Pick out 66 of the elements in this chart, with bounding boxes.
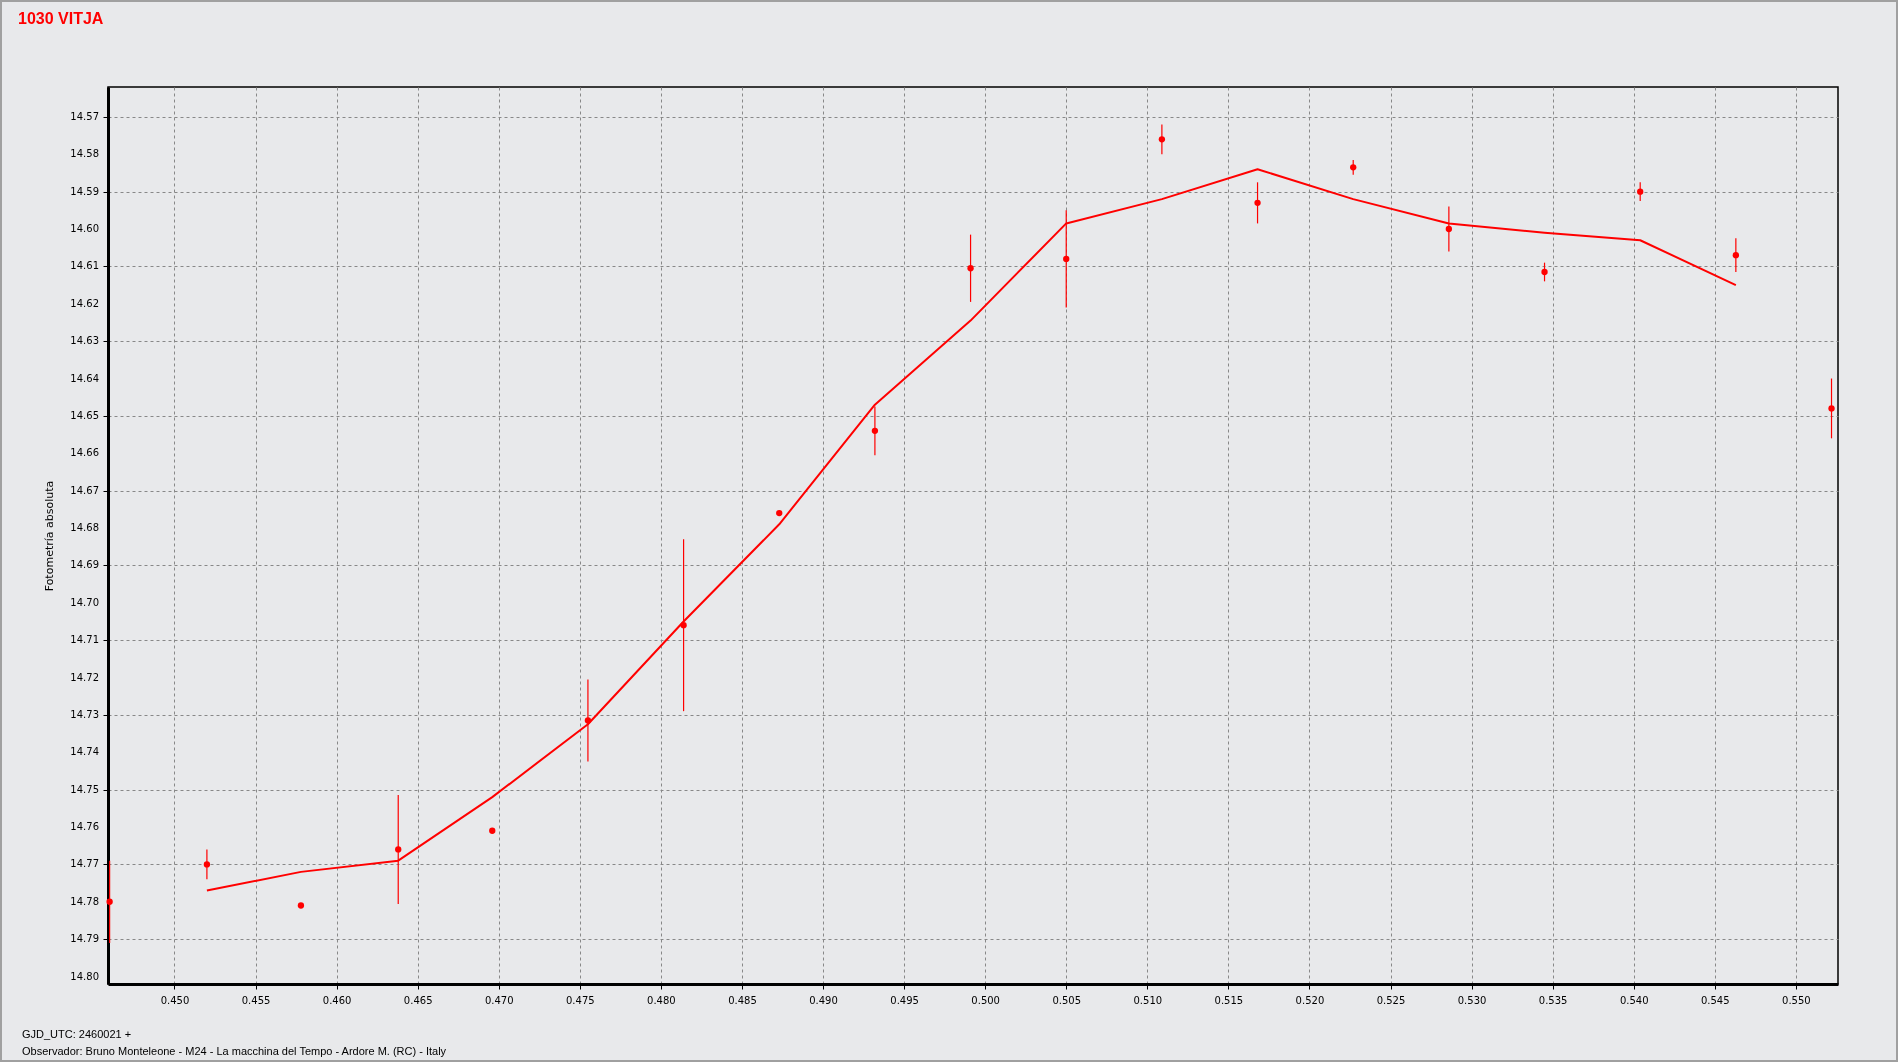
x-tick-label: 0.545 [1700, 994, 1730, 1006]
x-tick-label: 0.510 [1133, 994, 1163, 1006]
y-tick-label: 14.67 [70, 484, 99, 496]
x-tick-label: 0.470 [484, 994, 514, 1006]
x-tick-label: 0.475 [566, 994, 595, 1006]
point [203, 861, 211, 868]
text: GJD_UTC: 2460021 + [22, 1027, 133, 1042]
y-tick-label: 14.75 [70, 783, 99, 795]
point [489, 827, 496, 834]
y-tick-label: 14.61 [70, 260, 99, 272]
point [297, 902, 305, 909]
point [106, 898, 113, 905]
x-tick-label: 0.525 [1376, 994, 1406, 1006]
x-tick-label: 0.480 [647, 994, 676, 1006]
point [1158, 136, 1166, 143]
point [1637, 188, 1644, 195]
x-tick-label: 0.520 [1295, 994, 1325, 1006]
y-tick-label: 14.66 [70, 447, 99, 459]
y-tick-label: 14.74 [70, 746, 99, 758]
y-tick-label: 14.70 [70, 596, 99, 608]
y-tick-label: 14.57 [70, 110, 99, 122]
x-tick-label: 0.515 [1214, 994, 1244, 1006]
y-tick-label: 14.79 [70, 933, 99, 945]
point [1828, 405, 1835, 412]
y-tick-label: 14.69 [70, 559, 99, 571]
point [967, 265, 974, 272]
y-tick-label: 14.68 [70, 522, 99, 534]
x-tick-label: 0.465 [403, 994, 433, 1006]
point [1732, 252, 1740, 259]
point [395, 846, 402, 853]
x-tick-label: 0.460 [322, 994, 352, 1006]
y-tick-label: 14.76 [70, 821, 99, 833]
y-tick-label: 14.62 [70, 297, 99, 309]
x-tick-label: 0.495 [890, 994, 919, 1006]
x-tick-label: 0.450 [160, 994, 190, 1006]
y-tick-label: 14.71 [70, 634, 99, 646]
x-tick-label: 0.550 [1782, 994, 1811, 1006]
x-tick-label: 0.490 [809, 994, 838, 1006]
point [1254, 199, 1261, 207]
y-tick-label: 14.59 [70, 185, 99, 197]
x-tick-label: 0.500 [971, 994, 1000, 1006]
y-tick-label: 14.80 [70, 970, 99, 982]
point [1541, 268, 1548, 276]
x-tick-label: 0.540 [1619, 994, 1649, 1006]
y-tick-label: 14.73 [70, 708, 99, 720]
y-tick-label: 14.77 [70, 858, 99, 870]
text: Observador: Bruno Monteleone - M24 - La macchina del Tempo - Ardore M. (RC) - Italy [22, 1044, 447, 1059]
y-tick-label: 14.58 [70, 148, 99, 160]
y-tick-label: 14.60 [70, 223, 99, 235]
x-tick-label: 0.485 [728, 994, 757, 1006]
chart-title: 1030 VITJA [18, 10, 104, 28]
y-tick-label: 14.72 [70, 671, 99, 683]
point [1063, 255, 1070, 263]
y-tick-label: 14.64 [70, 372, 99, 384]
x-tick-label: 0.535 [1538, 994, 1568, 1006]
x-tick-label: 0.455 [241, 994, 271, 1006]
point [776, 509, 783, 517]
point [1445, 225, 1453, 233]
y-tick-label: 14.78 [70, 895, 99, 907]
point [871, 427, 879, 435]
x-tick-label: 0.505 [1052, 994, 1082, 1006]
y-axis-title: Fotometría absoluta [43, 480, 56, 592]
y-tick-label: 14.65 [70, 409, 99, 421]
x-tick-label: 0.530 [1457, 994, 1487, 1006]
y-tick-label: 14.63 [70, 335, 99, 347]
point [1350, 164, 1357, 171]
